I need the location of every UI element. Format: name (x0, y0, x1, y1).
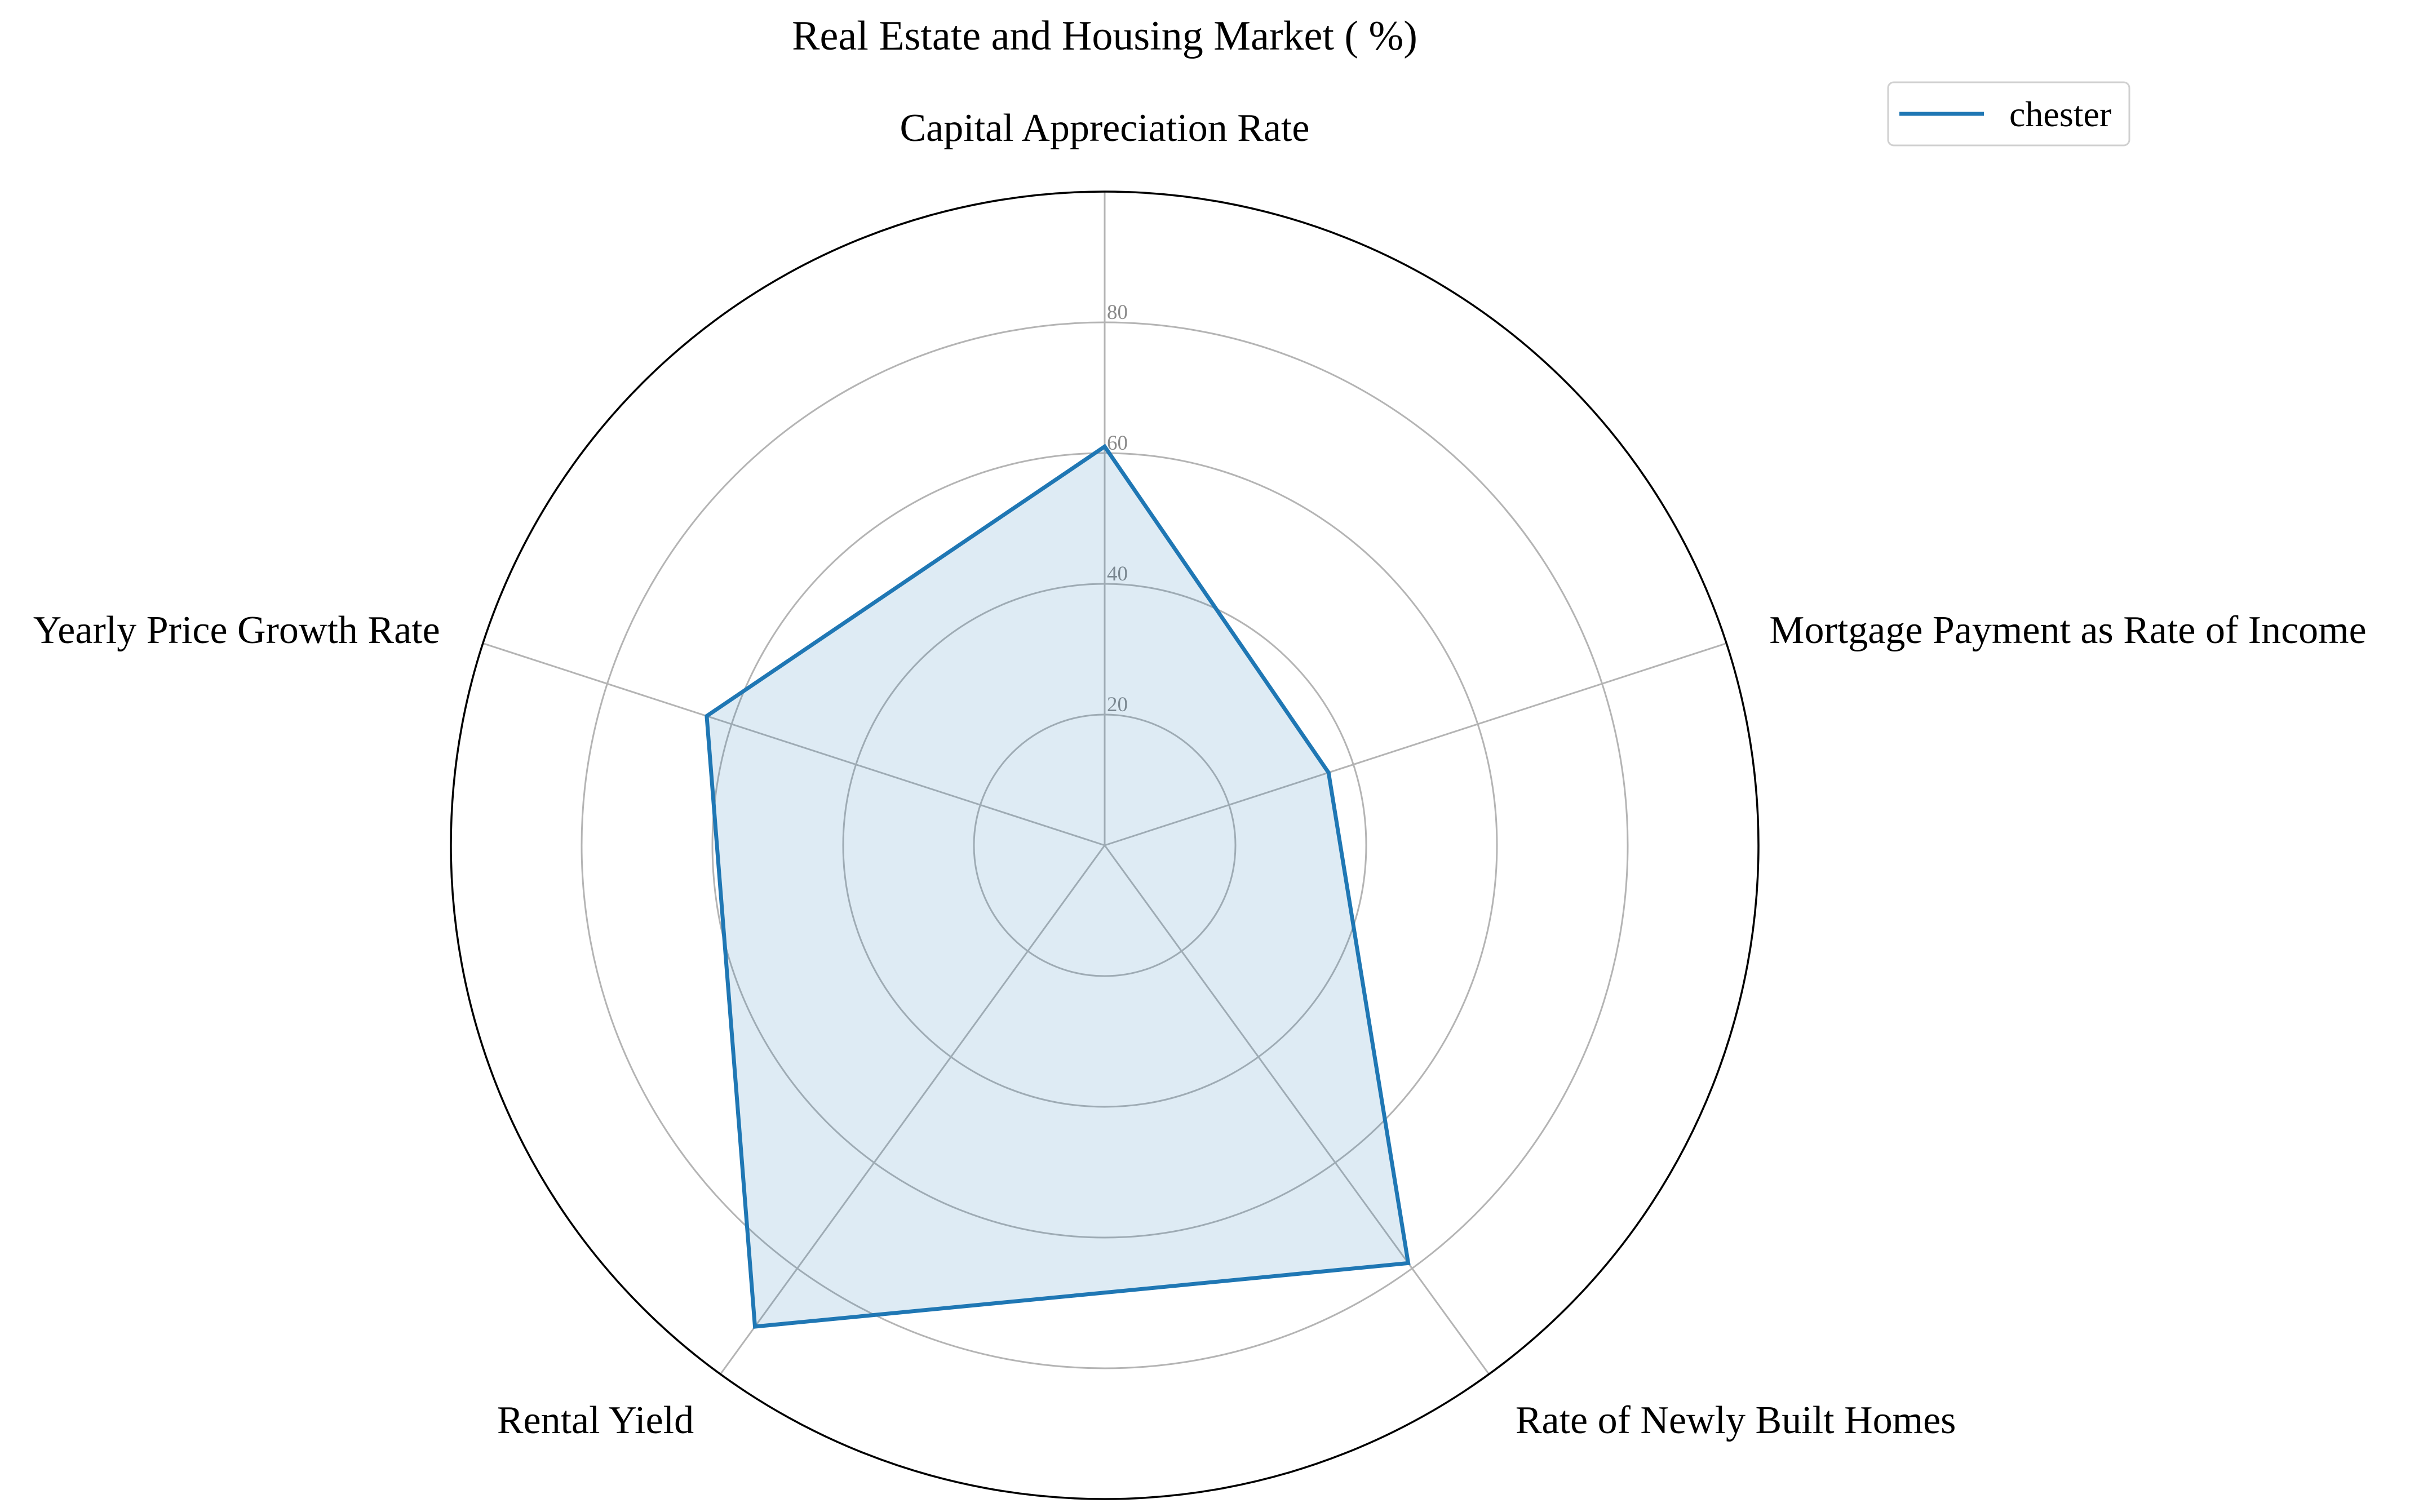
axis-labels: Capital Appreciation Rate Mortgage Paymen… (33, 107, 2367, 1442)
series-fill-chester (706, 446, 1408, 1327)
radial-tick-labels: 20 40 60 80 (1107, 301, 1128, 716)
axis-label-3: Rental Yield (497, 1399, 694, 1442)
spoke-2 (1104, 845, 1490, 1375)
data-point-chester-2 (1406, 1261, 1411, 1265)
series-line-chester (705, 444, 1411, 1329)
data-point-chester-1 (1326, 770, 1331, 775)
frame-layer (450, 190, 1760, 1500)
data-point-chester-0 (1102, 444, 1107, 449)
spoke-4 (482, 642, 1105, 846)
spoke-3 (719, 845, 1106, 1375)
legend: chester (1887, 81, 2130, 147)
series-layer (705, 444, 1411, 1329)
spoke-1 (1104, 642, 1727, 846)
outer-frame-circle (450, 190, 1760, 1500)
data-point-chester-4 (705, 714, 709, 719)
legend-box (1887, 81, 2130, 147)
legend-entry-chester: chester (2009, 94, 2111, 134)
chart-title: Real Estate and Housing Market ( %) (792, 13, 1417, 59)
radial-tick-label-40: 40 (1107, 562, 1128, 586)
axis-label-1: Mortgage Payment as Rate of Income (1769, 609, 2366, 652)
radial-tick-label-80: 80 (1107, 301, 1128, 324)
axis-label-2: Rate of Newly Built Homes (1516, 1399, 1956, 1442)
axis-label-0: Capital Appreciation Rate (900, 107, 1309, 150)
radial-tick-label-60: 60 (1107, 432, 1128, 455)
spoke-layer (482, 192, 1727, 1375)
radial-tick-label-20: 20 (1107, 693, 1128, 716)
data-point-chester-3 (753, 1324, 757, 1329)
axis-label-4: Yearly Price Growth Rate (33, 609, 440, 652)
